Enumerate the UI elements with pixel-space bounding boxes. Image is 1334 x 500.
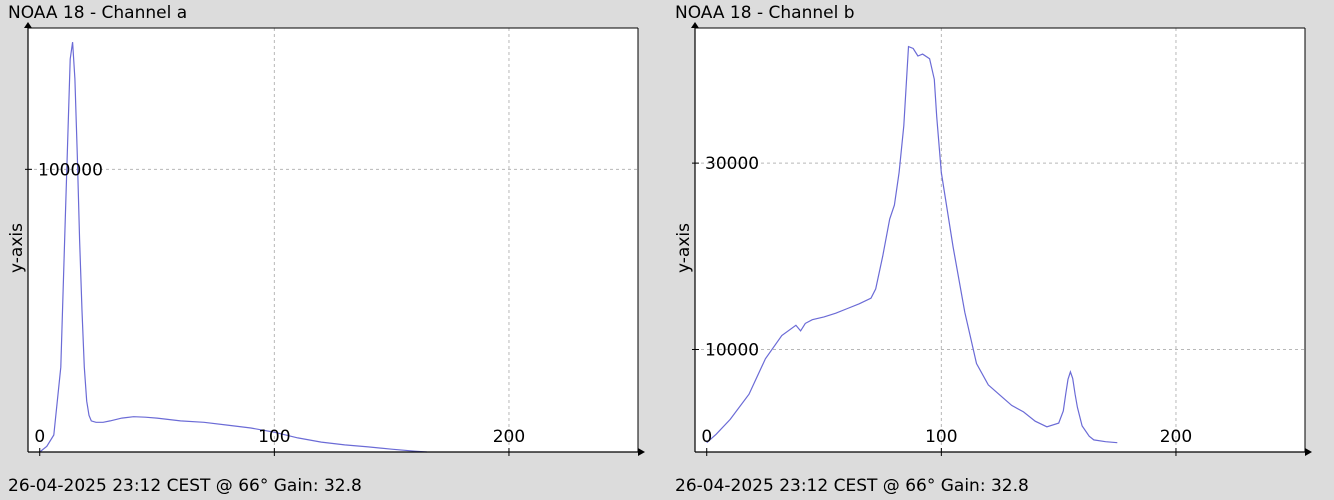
x-axis-arrow xyxy=(638,448,645,456)
chart-panel-a: NOAA 18 - Channel a 0 100 200 100000 y-axis … xyxy=(7,3,645,496)
y-tick-label: 30000 xyxy=(705,154,759,174)
x-tick-label: 100 xyxy=(258,427,290,447)
series-line xyxy=(706,45,1118,444)
x-axis-arrow xyxy=(1305,448,1312,456)
y-axis-title: y-axis xyxy=(7,223,27,273)
y-axis-arrow xyxy=(24,22,32,28)
chart-title: NOAA 18 - Channel b xyxy=(675,3,855,23)
x-tick-label: 100 xyxy=(925,427,957,447)
x-tick-label: 0 xyxy=(34,427,45,447)
plot-area xyxy=(695,28,1305,452)
x-tick-label: 200 xyxy=(493,427,525,447)
x-tick-label: 200 xyxy=(1160,427,1192,447)
y-axis-title: y-axis xyxy=(674,223,694,273)
y-axis-arrow xyxy=(691,22,699,28)
chart-footer: 26-04-2025 23:12 CEST @ 66° Gain: 32.8 xyxy=(8,476,362,496)
chart-plot-a: 0 100 200 100000 y-axis xyxy=(7,22,645,456)
x-tick-label: 0 xyxy=(701,427,712,447)
plot-area xyxy=(28,28,638,452)
chart-panel-b: NOAA 18 - Channel b 0 100 200 10000 30000 y-a… xyxy=(667,0,1334,500)
y-tick-label: 10000 xyxy=(705,340,759,360)
chart-plot-b: 0 100 200 10000 30000 y-axis xyxy=(674,22,1312,456)
series-line xyxy=(39,42,427,453)
y-tick-label: 100000 xyxy=(38,160,103,180)
chart-footer: 26-04-2025 23:12 CEST @ 66° Gain: 32.8 xyxy=(675,476,1029,496)
chart-title: NOAA 18 - Channel a xyxy=(8,3,188,23)
